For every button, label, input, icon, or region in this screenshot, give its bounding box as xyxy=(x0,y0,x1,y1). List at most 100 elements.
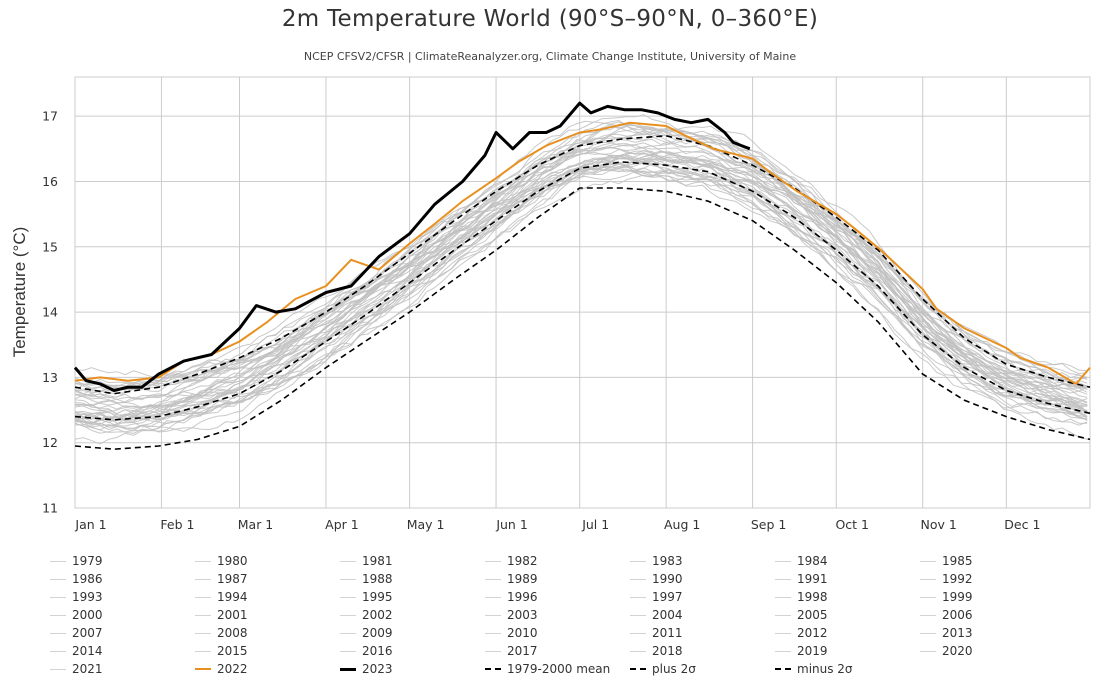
legend-label: 1980 xyxy=(217,554,248,568)
series-line-1982 xyxy=(74,156,1088,426)
legend-item[interactable]: 2019 xyxy=(775,642,920,660)
legend-swatch xyxy=(630,614,646,616)
legend-item[interactable]: 2005 xyxy=(775,606,920,624)
legend-label: minus 2σ xyxy=(797,662,853,676)
legend-label: 2004 xyxy=(652,608,683,622)
legend-item[interactable]: 2010 xyxy=(485,624,630,642)
legend-label: 2012 xyxy=(797,626,828,640)
legend-item[interactable]: 1987 xyxy=(195,570,340,588)
legend-item[interactable]: 1994 xyxy=(195,588,340,606)
series-line-2004 xyxy=(74,153,1088,422)
legend-label: 1984 xyxy=(797,554,828,568)
legend-item[interactable]: 1981 xyxy=(340,552,485,570)
legend-swatch xyxy=(485,650,501,652)
legend-item[interactable]: 2020 xyxy=(920,642,1065,660)
legend-label: 1996 xyxy=(507,590,538,604)
legend-item[interactable]: plus 2σ xyxy=(630,660,775,678)
legend-label: 2002 xyxy=(362,608,393,622)
legend-item[interactable]: 2021 xyxy=(50,660,195,678)
legend-label: 2021 xyxy=(72,662,103,676)
legend-label: plus 2σ xyxy=(652,662,696,676)
legend-item[interactable]: 2007 xyxy=(50,624,195,642)
legend-label: 2005 xyxy=(797,608,828,622)
legend-item[interactable]: 2003 xyxy=(485,606,630,624)
legend-label: 2017 xyxy=(507,644,538,658)
legend-item[interactable]: 2013 xyxy=(920,624,1065,642)
legend-item[interactable]: 1995 xyxy=(340,588,485,606)
y-tick-label: 12 xyxy=(42,435,58,450)
legend-item[interactable]: 2023 xyxy=(340,660,485,678)
legend-item[interactable]: 1996 xyxy=(485,588,630,606)
legend-item[interactable]: 2002 xyxy=(340,606,485,624)
legend-item[interactable]: 1984 xyxy=(775,552,920,570)
legend-item[interactable]: 2017 xyxy=(485,642,630,660)
legend-item[interactable]: 1982 xyxy=(485,552,630,570)
legend-swatch xyxy=(485,632,501,634)
legend-item[interactable]: 2014 xyxy=(50,642,195,660)
legend-label: 1990 xyxy=(652,572,683,586)
legend-item[interactable]: 1985 xyxy=(920,552,1065,570)
legend-item[interactable]: 2008 xyxy=(195,624,340,642)
series-line-2002 xyxy=(74,154,1088,418)
legend-label: 1982 xyxy=(507,554,538,568)
series-line-1992 xyxy=(74,156,1088,415)
legend-swatch xyxy=(485,668,501,670)
legend-swatch xyxy=(775,632,791,634)
legend-label: 1992 xyxy=(942,572,973,586)
legend-swatch xyxy=(195,632,211,634)
legend-label: 2008 xyxy=(217,626,248,640)
legend-swatch xyxy=(630,596,646,598)
legend-item[interactable]: 1980 xyxy=(195,552,340,570)
legend-item[interactable]: 1979 xyxy=(50,552,195,570)
series-line-2020 xyxy=(74,114,1088,379)
legend-item[interactable]: 1997 xyxy=(630,588,775,606)
legend-label: 2023 xyxy=(362,662,393,676)
x-tick-label: May 1 xyxy=(407,517,445,532)
x-tick-label: Apr 1 xyxy=(325,517,359,532)
legend-item[interactable]: 2011 xyxy=(630,624,775,642)
legend-item[interactable]: 1983 xyxy=(630,552,775,570)
legend-item[interactable]: 1990 xyxy=(630,570,775,588)
legend-item[interactable]: 2001 xyxy=(195,606,340,624)
x-tick-label: Aug 1 xyxy=(664,517,700,532)
legend-item[interactable]: 2012 xyxy=(775,624,920,642)
legend-item[interactable]: 1999 xyxy=(920,588,1065,606)
legend-item[interactable]: 1998 xyxy=(775,588,920,606)
legend-item[interactable]: 1992 xyxy=(920,570,1065,588)
legend-label: 1985 xyxy=(942,554,973,568)
series-line-plus-2- xyxy=(74,134,1091,395)
legend-swatch xyxy=(920,614,936,616)
legend-item[interactable]: 2000 xyxy=(50,606,195,624)
legend-swatch xyxy=(485,560,501,562)
legend-swatch xyxy=(50,596,66,598)
legend-label: 1979 xyxy=(72,554,103,568)
legend-item[interactable]: 1991 xyxy=(775,570,920,588)
legend-swatch xyxy=(50,560,66,562)
legend-label: 2020 xyxy=(942,644,973,658)
legend-swatch xyxy=(485,596,501,598)
legend-item[interactable]: 2006 xyxy=(920,606,1065,624)
legend-item[interactable]: 1986 xyxy=(50,570,195,588)
legend-item[interactable]: 2018 xyxy=(630,642,775,660)
y-tick-label: 14 xyxy=(42,305,58,320)
legend-swatch xyxy=(775,578,791,580)
legend-label: 2011 xyxy=(652,626,683,640)
legend-swatch xyxy=(50,650,66,652)
legend-swatch xyxy=(485,578,501,580)
legend-item[interactable]: 1989 xyxy=(485,570,630,588)
legend-label: 1989 xyxy=(507,572,538,586)
legend-swatch xyxy=(340,578,356,580)
legend-swatch xyxy=(630,668,646,670)
y-tick-label: 11 xyxy=(42,501,58,516)
legend-label: 1994 xyxy=(217,590,248,604)
legend-item[interactable]: 1988 xyxy=(340,570,485,588)
legend-item[interactable]: 1993 xyxy=(50,588,195,606)
legend-item[interactable]: 2015 xyxy=(195,642,340,660)
legend-item[interactable]: 1979-2000 mean xyxy=(485,660,630,678)
legend-item[interactable]: 2016 xyxy=(340,642,485,660)
legend-item[interactable]: 2004 xyxy=(630,606,775,624)
legend-item[interactable]: 2009 xyxy=(340,624,485,642)
legend-item[interactable]: 2022 xyxy=(195,660,340,678)
legend-item[interactable]: minus 2σ xyxy=(775,660,920,678)
